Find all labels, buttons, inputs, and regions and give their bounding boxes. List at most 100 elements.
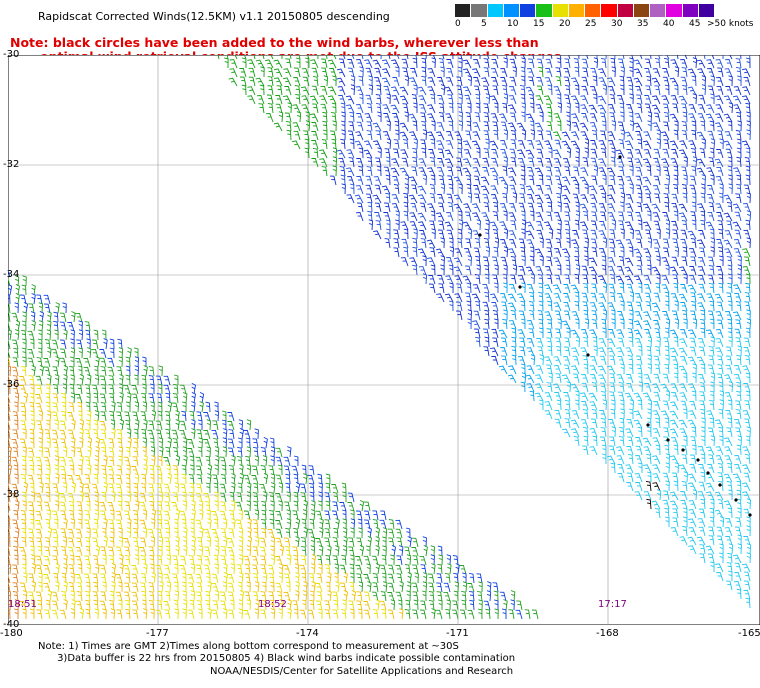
x-tick-label: -180 (0, 628, 23, 639)
wind-barb (600, 390, 607, 402)
y-tick-label: -36 (3, 379, 20, 390)
wind-barb (332, 555, 339, 566)
wind-barb (653, 112, 661, 123)
wind-barb (663, 247, 670, 258)
wind-barb (671, 148, 679, 159)
wind-barb (617, 175, 625, 186)
wind-barb (545, 166, 553, 177)
wind-barb (155, 375, 163, 386)
wind-barb (393, 139, 400, 150)
wind-barb (92, 528, 99, 539)
wind-barb (377, 111, 382, 123)
wind-barb (8, 339, 11, 350)
wind-barb (61, 590, 67, 602)
wind-barb (341, 482, 347, 494)
wind-barb (148, 600, 155, 611)
wind-barb (179, 384, 187, 395)
wind-barb (21, 527, 27, 539)
wind-barb (574, 66, 580, 78)
wind-barb (625, 203, 634, 213)
wind-barb (63, 446, 68, 458)
wind-barb (229, 491, 235, 503)
wind-barb (61, 572, 67, 584)
wind-barb (735, 337, 742, 348)
wind-barb (742, 491, 751, 501)
wind-barb (725, 85, 733, 96)
wind-barb (99, 564, 107, 575)
wind-barb (615, 149, 625, 159)
wind-barb (422, 273, 428, 285)
wind-barb (91, 483, 99, 494)
wind-barb (716, 166, 724, 177)
wind-barb (339, 501, 347, 512)
wind-barb (158, 365, 163, 377)
wind-barb (462, 572, 467, 584)
wind-barb (419, 202, 427, 213)
wind-barb (634, 68, 643, 78)
wind-barb (710, 336, 715, 348)
contamination-circle (666, 438, 670, 442)
wind-barb (116, 429, 123, 440)
wind-barb (293, 473, 299, 485)
wind-barb (438, 554, 443, 566)
wind-barb (31, 554, 36, 566)
wind-barb (187, 609, 195, 620)
wind-barb (12, 519, 19, 530)
wind-barb (404, 183, 409, 195)
wind-barb (148, 546, 155, 557)
wind-barb (91, 384, 99, 395)
wind-barb (456, 157, 463, 168)
wind-barb (652, 428, 661, 438)
wind-barb (447, 202, 454, 213)
wind-barb (429, 157, 436, 168)
wind-barb (183, 455, 188, 467)
wind-barb (562, 248, 571, 258)
wind-barb (681, 184, 688, 195)
wind-barb (455, 301, 463, 312)
wind-barb (642, 203, 652, 213)
wind-barb (553, 383, 562, 393)
wind-barb (458, 120, 464, 132)
wind-barb (664, 57, 670, 69)
wind-barb (311, 130, 319, 141)
wind-barb (718, 282, 724, 294)
wind-barb (324, 492, 331, 503)
wind-barb (391, 544, 397, 557)
wind-barb (175, 508, 181, 521)
wind-barb (701, 84, 707, 96)
wind-barb (8, 321, 11, 332)
wind-barb (724, 455, 733, 465)
wind-barb (223, 536, 228, 548)
wind-barb (447, 94, 454, 105)
wind-barb (645, 480, 652, 492)
wind-barb (371, 555, 379, 566)
wind-barb (592, 435, 598, 447)
wind-barb (502, 318, 508, 330)
wind-barb (411, 166, 418, 177)
wind-barb (214, 563, 219, 575)
wind-barb (647, 408, 652, 420)
wind-barb (555, 238, 562, 249)
wind-barb (220, 555, 227, 566)
wind-barb (571, 95, 580, 105)
wind-barb (716, 85, 724, 96)
wind-barb (52, 402, 59, 413)
wind-barb (126, 527, 132, 539)
wind-barb (285, 120, 292, 132)
wind-barb (706, 104, 715, 114)
wind-barb (736, 138, 742, 150)
wind-barb (629, 120, 635, 132)
y-tick-label: -38 (3, 489, 20, 500)
wind-barb (365, 193, 373, 204)
wind-barb (579, 122, 589, 132)
wind-barb (374, 184, 382, 195)
wind-barb (367, 581, 372, 593)
wind-barb (493, 201, 499, 213)
wind-barb (582, 409, 589, 420)
wind-barb (724, 446, 733, 456)
wind-barb (483, 328, 490, 339)
wind-barb (709, 516, 715, 528)
wind-barb (473, 59, 481, 69)
wind-barb (520, 246, 526, 258)
wind-barb (734, 562, 742, 573)
